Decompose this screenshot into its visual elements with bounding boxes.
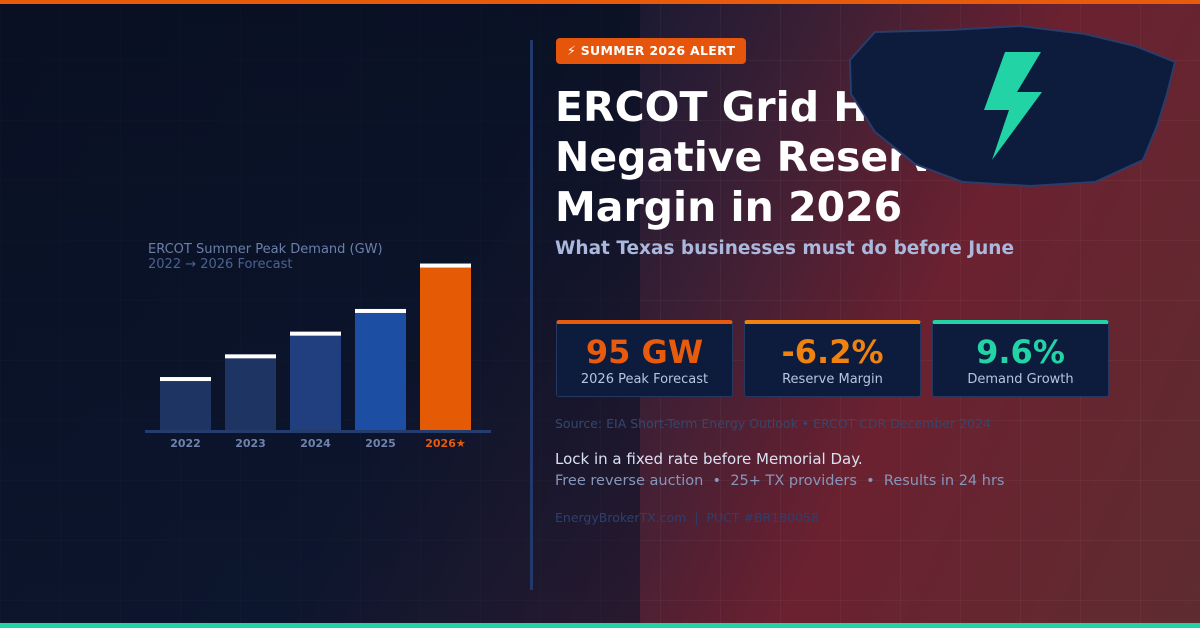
stat-value-peak: 95 GW: [585, 333, 704, 371]
bar-cap: [225, 354, 276, 359]
bar-2024: [290, 331, 341, 430]
stat-label-growth: Demand Growth: [967, 372, 1074, 387]
headline: ERCOT Grid Hits Negative Reserve Margin …: [555, 82, 1015, 232]
x-tick-label: 2026★: [425, 437, 466, 450]
bar-2026: [420, 263, 471, 430]
subheadline: What Texas businesses must do before Jun…: [555, 238, 1014, 259]
feature-separator: •: [866, 473, 875, 489]
feature-item: Free reverse auction: [555, 473, 704, 489]
stat-value-reserve: -6.2%: [781, 333, 884, 371]
chart-subtitle: 2022 → 2026 Forecast: [148, 257, 293, 272]
bar-2022: [160, 377, 211, 430]
bottom-accent-bar: [0, 623, 1200, 628]
bar-2023: [225, 354, 276, 430]
x-axis-line: [145, 430, 491, 433]
stat-card-growth: 9.6% Demand Growth: [932, 320, 1109, 397]
stat-card-reserve: -6.2% Reserve Margin: [744, 320, 921, 397]
feature-list: Free reverse auction • 25+ TX providers …: [555, 473, 1004, 489]
feature-item: 25+ TX providers: [730, 473, 857, 489]
bar-2025: [355, 308, 406, 430]
vertical-divider: [530, 40, 533, 590]
footer-separator: |: [694, 510, 699, 525]
bar-cap: [290, 331, 341, 336]
alert-badge: ⚡ SUMMER 2026 ALERT: [556, 38, 747, 64]
x-tick-label: 2022: [170, 437, 201, 450]
cta-text: Lock in a fixed rate before Memorial Day…: [555, 450, 863, 468]
x-tick-label: 2023: [235, 437, 266, 450]
feature-item: Results in 24 hrs: [883, 473, 1005, 489]
lightning-bolt-icon: [848, 24, 1177, 188]
stat-value-growth: 9.6%: [976, 333, 1065, 371]
bar-cap: [160, 377, 211, 382]
source-note: Source: EIA Short-Term Energy Outlook • …: [555, 416, 991, 431]
footer-site: EnergyBrokerTX.com: [555, 510, 687, 525]
footer-license: PUCT #BR180058: [706, 510, 819, 525]
stat-label-peak: 2026 Peak Forecast: [580, 372, 709, 387]
stat-label-reserve: Reserve Margin: [782, 372, 883, 387]
feature-separator: •: [712, 473, 722, 489]
bar-cap: [355, 308, 406, 313]
stat-card-peak: 95 GW 2026 Peak Forecast: [556, 320, 733, 397]
bar-cap: [420, 263, 471, 268]
left-panel: [0, 0, 640, 628]
chart-title: ERCOT Summer Peak Demand (GW): [148, 242, 383, 257]
headline-line-3: Margin in 2026: [555, 183, 903, 231]
footer: EnergyBrokerTX.com | PUCT #BR180058: [555, 510, 819, 525]
top-accent-bar: [0, 0, 1200, 4]
peak-demand-chart: 2022 2023 2024 2025 2026★: [145, 263, 491, 450]
x-tick-label: 2025: [365, 437, 396, 450]
x-tick-label: 2024: [300, 437, 331, 450]
